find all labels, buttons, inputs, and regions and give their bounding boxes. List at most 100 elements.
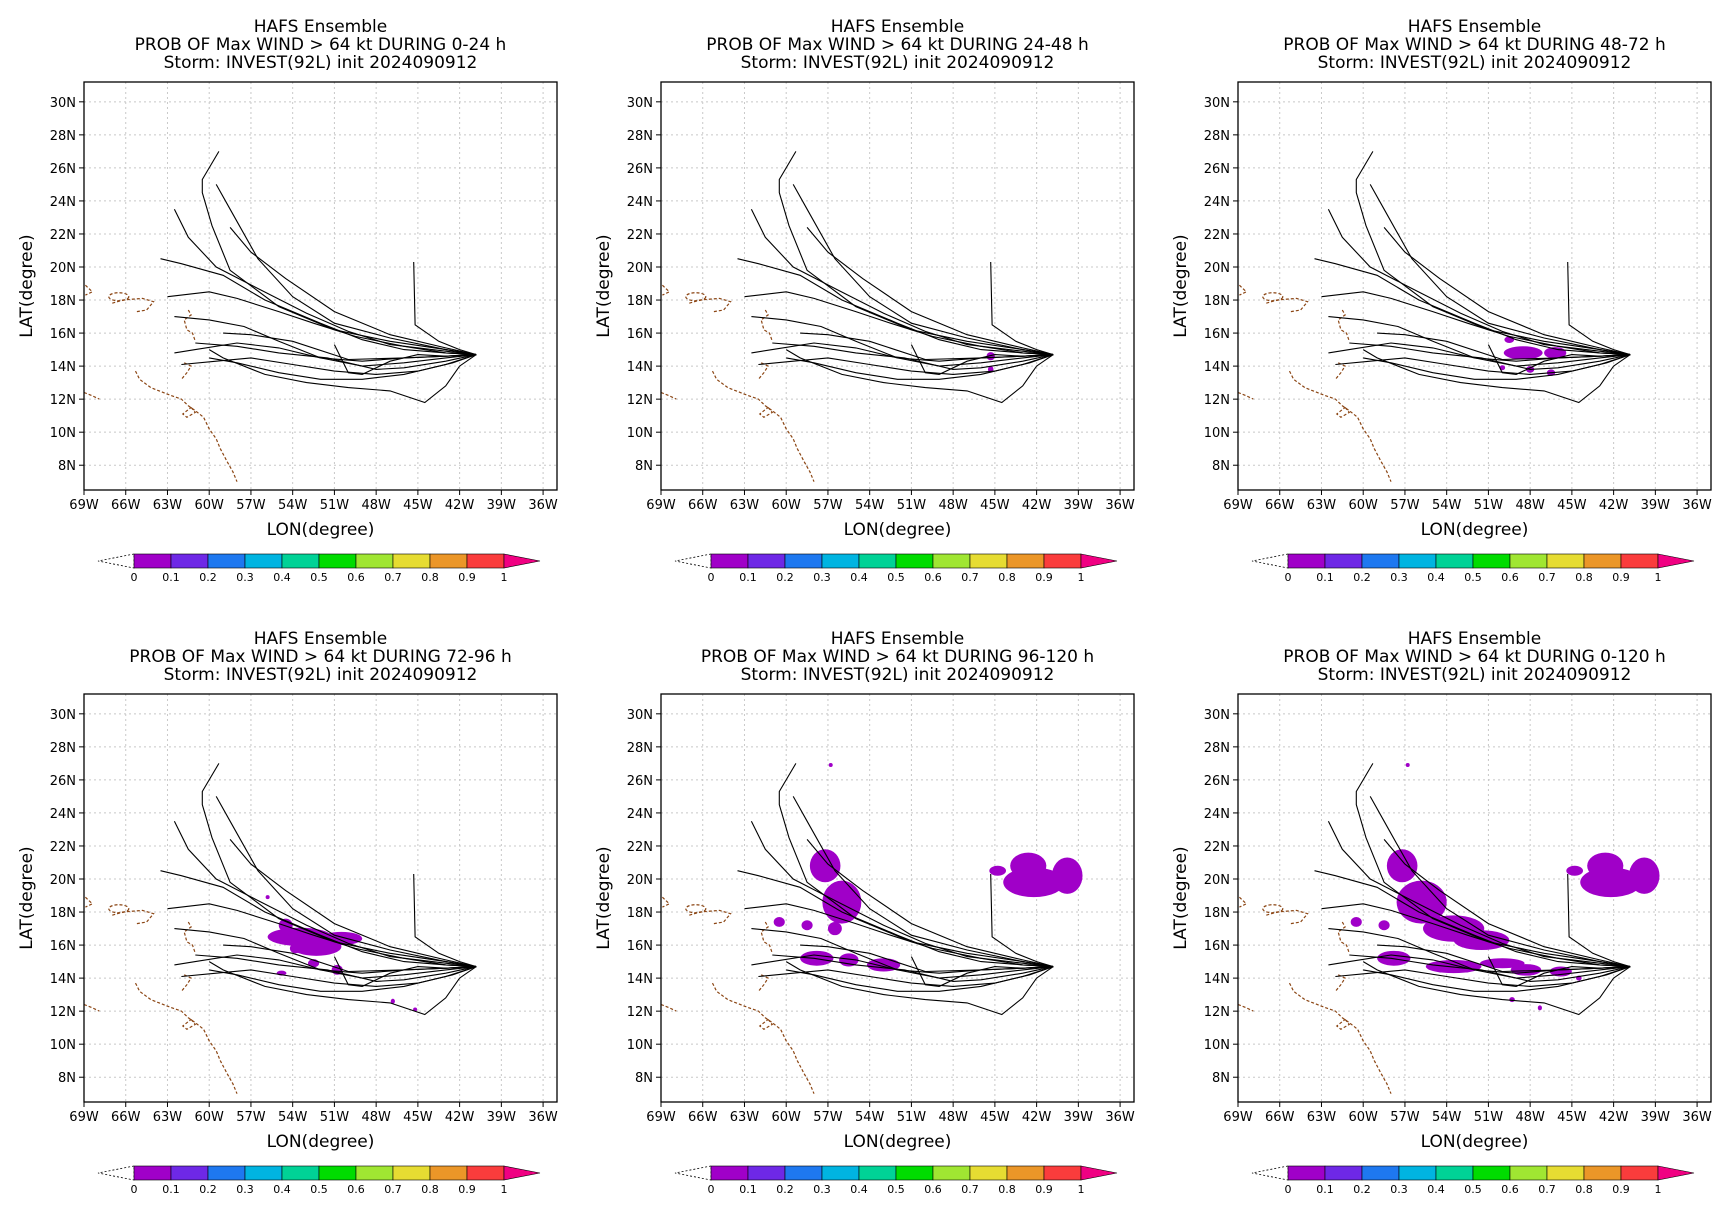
ensemble-track	[806, 839, 1054, 968]
lat-tick-label: 20N	[627, 261, 653, 276]
coastline	[180, 362, 192, 380]
x-axis-label: LON(degree)	[844, 520, 952, 540]
colorbar: 0 0.1 0.2 0.3 0.4 0.5 0.6 0.7 0.8 0.9 1	[97, 553, 541, 584]
coastline	[111, 909, 155, 925]
lon-tick-label: 39W	[1641, 1110, 1671, 1125]
colorbar-label: 0.5	[1464, 571, 1482, 584]
lat-tick-label: 12N	[627, 1005, 653, 1020]
lon-tick-label: 36W	[1105, 498, 1135, 513]
lat-tick-label: 18N	[50, 906, 76, 921]
probability-area	[1378, 920, 1390, 931]
colorbar-low-extension	[1251, 553, 1289, 569]
lat-tick-label: 28N	[1204, 129, 1230, 144]
colorbar-label: 0.9	[458, 1183, 476, 1196]
ensemble-track	[174, 928, 477, 979]
lon-tick-label: 60W	[772, 498, 802, 513]
colorbar-high-extension	[503, 553, 541, 569]
coastline	[134, 370, 238, 482]
colorbar-segment	[133, 553, 172, 569]
ensemble-track	[1363, 354, 1631, 380]
colorbar-segment	[1472, 553, 1511, 569]
ensemble-track	[215, 184, 477, 356]
ensemble-track	[910, 344, 1054, 375]
colorbar-segment	[1472, 1165, 1511, 1181]
probability-shading	[773, 763, 1083, 972]
coastline	[1288, 982, 1392, 1094]
lat-tick-label: 26N	[50, 162, 76, 177]
map-frame	[83, 693, 558, 1103]
ensemble-track	[160, 870, 477, 968]
colorbar-segment	[1546, 1165, 1585, 1181]
colorbar-segment	[1324, 1165, 1363, 1181]
colorbar-label: 0.7	[961, 1183, 979, 1196]
colorbar-segment	[1006, 1165, 1045, 1181]
colorbar-label: 0.2	[776, 1183, 794, 1196]
ensemble-track	[785, 961, 1054, 1016]
lon-tick-label: 69W	[646, 498, 676, 513]
lat-tick-label: 20N	[50, 873, 76, 888]
coastline	[84, 284, 94, 296]
lon-tick-label: 60W	[195, 1110, 225, 1125]
panel-subtitle: PROB OF Max WIND > 64 kt DURING 72-96 h	[129, 647, 511, 667]
lat-tick-label: 16N	[627, 939, 653, 954]
colorbar-segment	[1043, 553, 1082, 569]
lat-tick-label: 8N	[635, 459, 653, 474]
colorbar-label: 0	[708, 571, 715, 584]
lon-tick-label: 39W	[487, 1110, 517, 1125]
lon-tick-label: 63W	[1307, 1110, 1337, 1125]
ensemble-track	[1328, 928, 1631, 979]
ensemble-track	[333, 956, 477, 987]
ensemble-track	[1355, 763, 1631, 968]
x-axis-label: LON(degree)	[1421, 520, 1529, 540]
colorbar-label: 0.6	[924, 1183, 942, 1196]
lon-tick-label: 54W	[1432, 1110, 1462, 1125]
colorbar-segment	[170, 1165, 209, 1181]
colorbar-segment	[747, 1165, 786, 1181]
colorbar-segment	[1006, 553, 1045, 569]
colorbar-segment	[858, 1165, 897, 1181]
colorbar-label: 1	[501, 1183, 508, 1196]
ensemble-track	[1335, 354, 1631, 375]
lat-tick-label: 28N	[1204, 741, 1230, 756]
colorbar-segment	[466, 553, 505, 569]
lat-tick-label: 14N	[1204, 360, 1230, 375]
colorbar-label: 0.1	[739, 571, 757, 584]
colorbar-label: 0.6	[1501, 1183, 1519, 1196]
panel-title: HAFS Ensemble	[254, 629, 387, 649]
lon-tick-label: 66W	[688, 1110, 718, 1125]
colorbar-label: 0.2	[1353, 571, 1371, 584]
colorbar-label: 0.2	[1353, 1183, 1371, 1196]
probability-area	[1566, 865, 1584, 876]
lon-tick-label: 54W	[278, 498, 308, 513]
colorbar-low-extension	[1251, 1165, 1289, 1181]
coastlines	[1237, 284, 1392, 482]
colorbar-label: 0.9	[1612, 571, 1630, 584]
lon-tick-label: 66W	[1265, 498, 1295, 513]
colorbar-label: 0.5	[887, 1183, 905, 1196]
ensemble-track	[750, 208, 1054, 356]
lat-tick-label: 30N	[1204, 96, 1230, 111]
lon-tick-label: 36W	[528, 1110, 558, 1125]
y-axis-label: LAT(degree)	[17, 846, 37, 949]
coastline	[83, 391, 100, 400]
colorbar-high-extension	[1080, 1165, 1118, 1181]
map-frame	[1237, 693, 1712, 1103]
probability-area	[828, 763, 833, 768]
lon-tick-label: 48W	[361, 498, 391, 513]
lon-tick-label: 66W	[688, 498, 718, 513]
lat-tick-label: 18N	[1204, 294, 1230, 309]
lon-tick-label: 42W	[445, 498, 475, 513]
lat-tick-label: 24N	[1204, 807, 1230, 822]
probability-area	[801, 920, 813, 931]
colorbar-label: 0	[708, 1183, 715, 1196]
ensemble-tracks	[1314, 763, 1631, 1016]
colorbar-segment	[784, 553, 823, 569]
lat-tick-label: 28N	[50, 129, 76, 144]
lon-tick-label: 48W	[938, 1110, 968, 1125]
ensemble-track	[201, 763, 477, 968]
colorbar-label: 0.3	[1390, 1183, 1408, 1196]
probability-area	[827, 921, 842, 936]
colorbar-label: 0.4	[850, 1183, 868, 1196]
probability-area	[390, 998, 395, 1004]
